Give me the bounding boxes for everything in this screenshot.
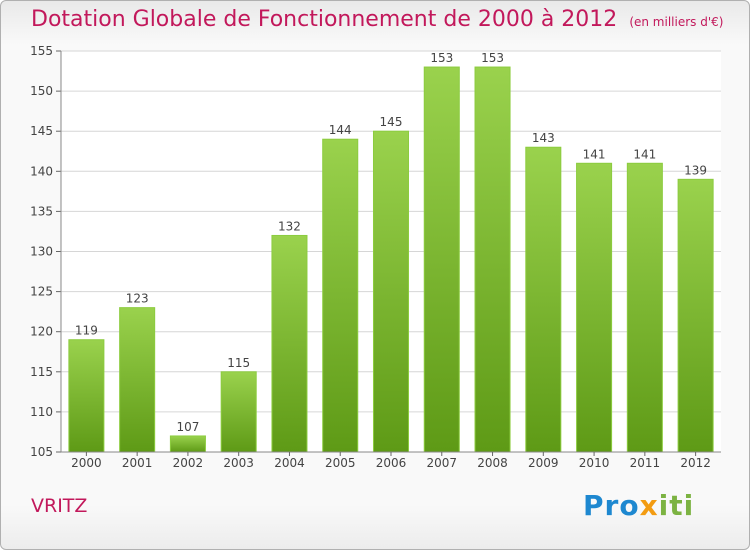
x-tick-label: 2001 [122,456,153,470]
bar [322,138,359,453]
bar [220,371,257,453]
data-label: 153 [481,51,504,65]
y-tick-label: 110 [30,405,53,419]
x-tick-label: 2009 [528,456,559,470]
bar [68,339,105,453]
bar [626,162,663,453]
y-tick-label: 130 [30,245,53,259]
bars: 119 123 107 115 132 144 145 153 153 143 141 141 139 [68,51,714,453]
data-label: 107 [176,420,199,434]
chart-title-text: Dotation Globale de Fonctionnement de 20… [31,7,618,32]
x-tick-label: 2008 [477,456,508,470]
y-tick-label: 120 [30,325,53,339]
data-label: 145 [380,115,403,129]
data-label: 132 [278,219,301,233]
logo-part-1: Pro [583,489,640,522]
y-axis: 105 110 115 120 125 130 135 140 145 150 155 [30,44,62,459]
x-tick-label: 2007 [426,456,457,470]
data-label: 141 [583,147,606,161]
y-tick-label: 150 [30,84,53,98]
data-label: 119 [75,324,98,338]
data-label: 139 [684,163,707,177]
x-tick-label: 2000 [71,456,102,470]
bar [576,162,613,453]
x-tick-label: 2010 [579,456,610,470]
bar [474,66,511,453]
data-label: 141 [633,147,656,161]
bar [169,435,206,453]
y-tick-label: 125 [30,285,53,299]
y-tick-label: 155 [30,44,53,58]
bar [372,130,410,453]
data-label: 115 [227,356,250,370]
x-tick-label: 2002 [173,456,204,470]
y-tick-label: 135 [30,204,53,218]
x-axis: 2000 2001 2002 2003 2004 2005 2006 2007 2008 2009… [61,451,721,470]
chart-unit: (en milliers d'€) [629,15,724,29]
x-tick-label: 2006 [376,456,407,470]
bar [271,234,308,453]
proxiti-logo: Proxiti [583,489,694,522]
commune-name: VRITZ [31,495,88,517]
data-label: 123 [126,292,149,306]
y-tick-label: 145 [30,124,53,138]
data-label: 153 [430,51,453,65]
data-label: 144 [329,123,352,137]
y-tick-label: 115 [30,365,53,379]
logo-part-2: x [639,489,659,522]
logo-part-3: iti [658,489,695,522]
bar [525,146,562,453]
data-label: 143 [532,131,555,145]
chart-title: Dotation Globale de Fonctionnement de 20… [31,7,723,32]
bar [119,307,156,453]
x-tick-label: 2003 [223,456,254,470]
bar [677,178,714,453]
x-tick-label: 2004 [274,456,305,470]
x-tick-label: 2012 [680,456,711,470]
x-tick-label: 2011 [630,456,661,470]
x-tick-label: 2005 [325,456,356,470]
y-tick-label: 140 [30,164,53,178]
y-tick-label: 105 [30,445,53,459]
bar [423,66,460,453]
